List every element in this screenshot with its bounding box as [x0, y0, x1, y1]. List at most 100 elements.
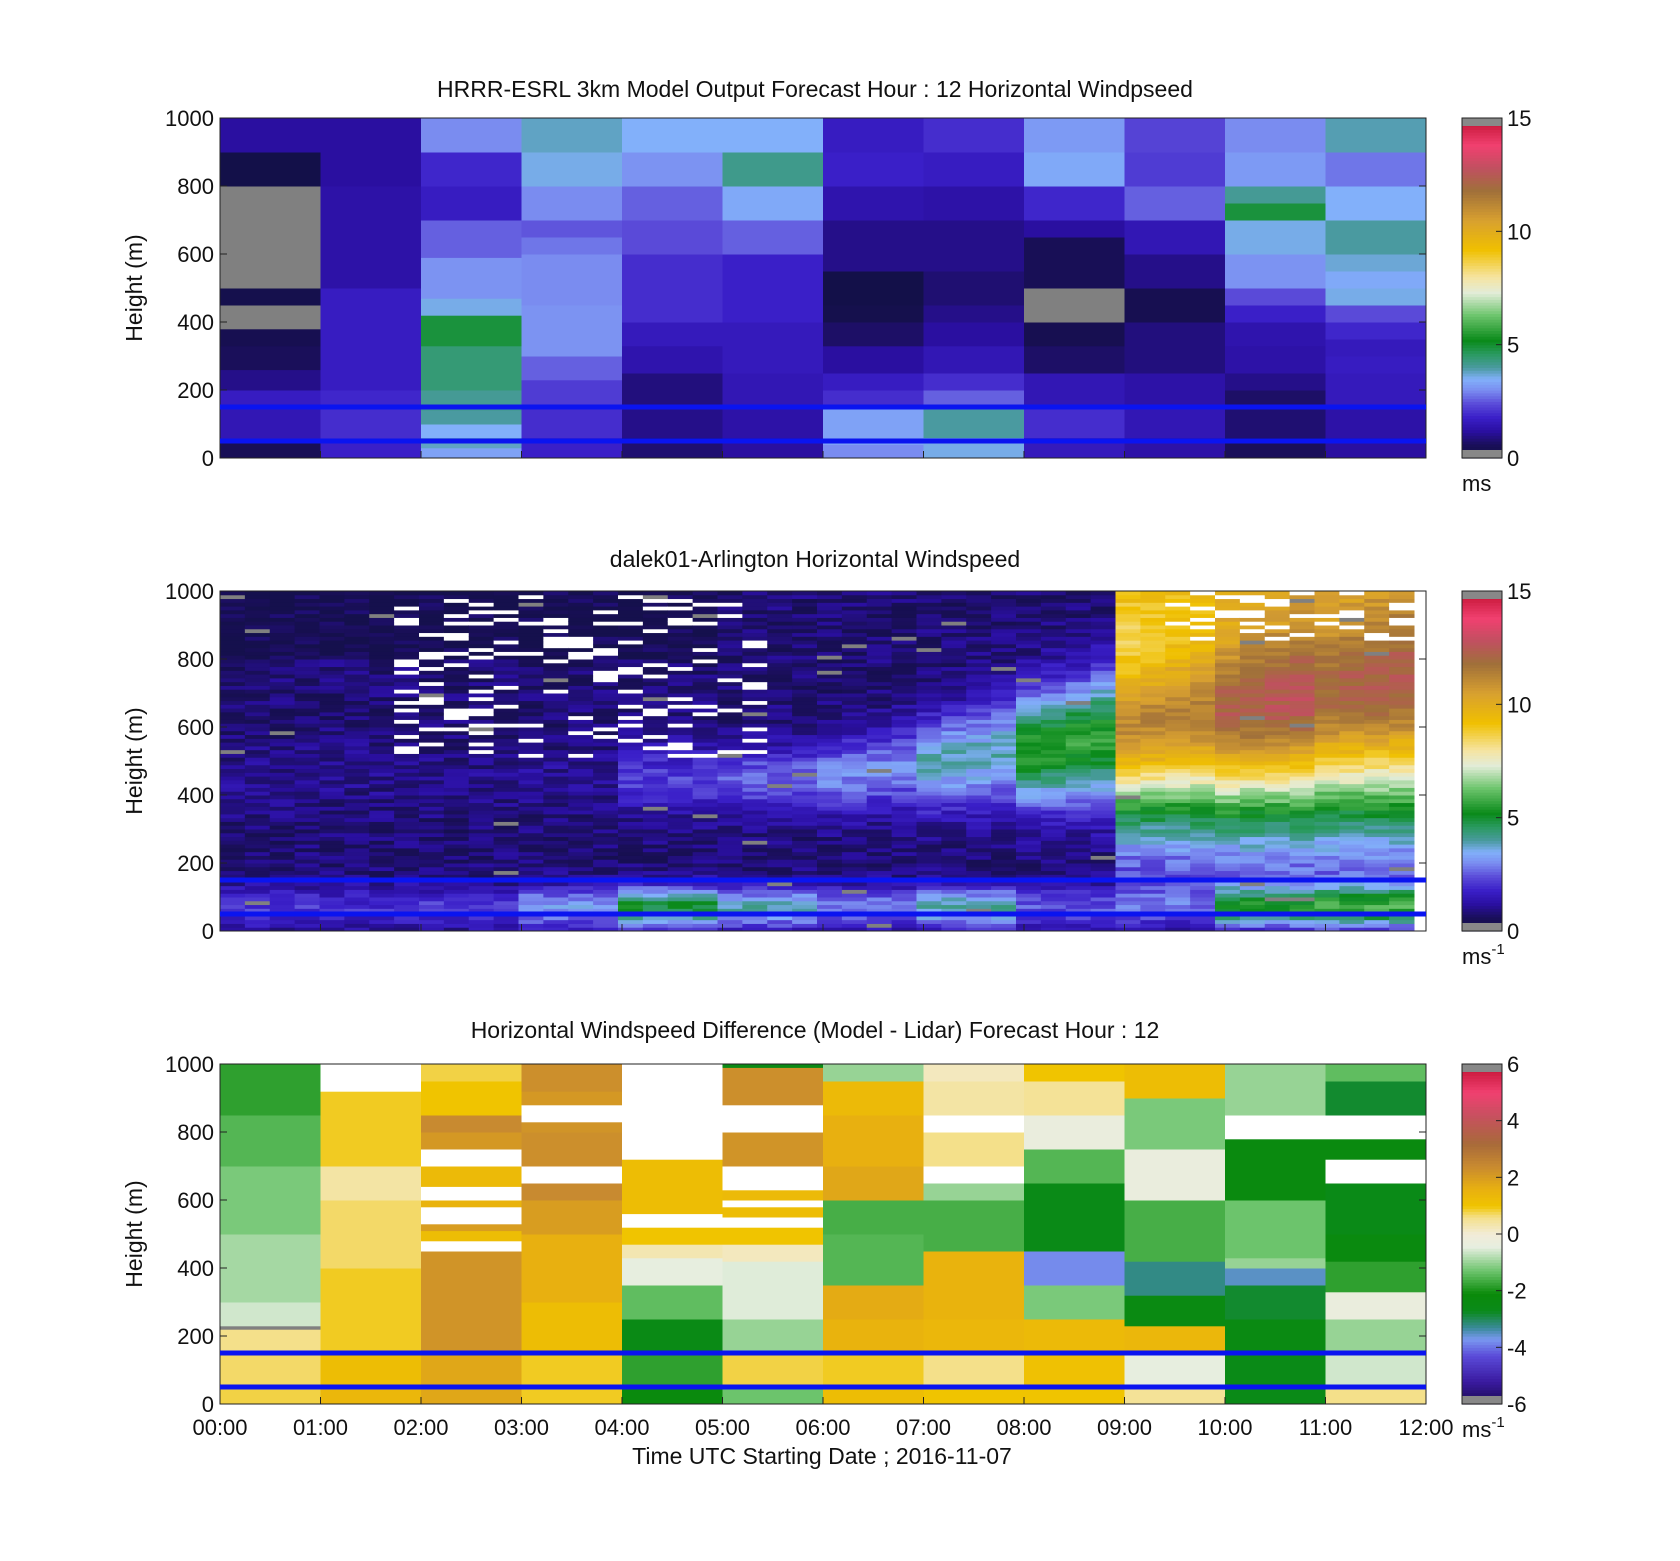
- heatmap-cell: [269, 606, 296, 611]
- heatmap-cell: [1239, 791, 1266, 796]
- heatmap-cell: [841, 885, 868, 890]
- heatmap-cell: [493, 832, 519, 838]
- heatmap-cell: [1339, 689, 1365, 694]
- heatmap-cell: [792, 832, 818, 838]
- heatmap-cell: [1090, 730, 1116, 736]
- heatmap-cell: [1115, 753, 1141, 758]
- heatmap-cell: [319, 757, 345, 762]
- heatmap-cell: [1289, 677, 1315, 683]
- heatmap-cell: [493, 923, 519, 928]
- heatmap-cell: [518, 745, 544, 751]
- heatmap-cell: [220, 889, 246, 894]
- heatmap-cell: [320, 390, 422, 408]
- heatmap-cell: [1239, 738, 1266, 743]
- heatmap-cell: [1140, 829, 1166, 834]
- heatmap-cell: [1040, 659, 1067, 664]
- heatmap-cell: [618, 900, 644, 906]
- heatmap-cell: [642, 715, 669, 720]
- heatmap-cell: [1389, 927, 1415, 932]
- heatmap-cell: [244, 632, 271, 637]
- heatmap-cell: [1325, 1183, 1427, 1235]
- heatmap-cell: [543, 730, 569, 736]
- heatmap-cell: [394, 832, 420, 838]
- heatmap-cell: [269, 783, 296, 788]
- heatmap-cell: [1339, 813, 1365, 819]
- heatmap-cell: [1239, 874, 1266, 879]
- colorbar-swatch: [1462, 605, 1502, 609]
- heatmap-cell: [742, 908, 768, 913]
- heatmap-cell: [1165, 659, 1191, 664]
- heatmap-cell: [1364, 783, 1390, 788]
- heatmap-cell: [1040, 791, 1067, 796]
- heatmap-cell: [618, 704, 644, 709]
- heatmap-cell: [468, 919, 495, 924]
- heatmap-cell: [991, 870, 1017, 875]
- heatmap-cell: [817, 662, 843, 668]
- heatmap-cell: [1239, 847, 1266, 853]
- heatmap-cell: [1339, 636, 1365, 641]
- heatmap-cell: [642, 813, 669, 819]
- heatmap-cell: [1389, 594, 1415, 600]
- heatmap-cell: [618, 594, 644, 600]
- heatmap-cell: [941, 776, 967, 781]
- heatmap-cell: [1065, 696, 1092, 702]
- heatmap-cell: [1339, 693, 1365, 698]
- heatmap-cell: [419, 602, 445, 607]
- heatmap-cell: [593, 655, 619, 660]
- heatmap-cell: [692, 908, 718, 913]
- heatmap-cell: [866, 881, 893, 887]
- heatmap-cell: [991, 609, 1017, 615]
- heatmap-cell: [294, 598, 320, 603]
- heatmap-cell: [1364, 908, 1390, 913]
- heatmap-cell: [1364, 640, 1390, 645]
- heatmap-cell: [841, 738, 868, 743]
- heatmap-cell: [543, 753, 569, 758]
- heatmap-cell: [767, 787, 793, 792]
- heatmap-cell: [1140, 681, 1166, 686]
- heatmap-cell: [667, 738, 694, 743]
- heatmap-cell: [419, 904, 445, 909]
- heatmap-cell: [742, 708, 768, 713]
- heatmap-cell: [742, 919, 768, 924]
- heatmap-cell: [269, 594, 296, 600]
- colorbar-swatch: [1462, 305, 1502, 309]
- heatmap-cell: [866, 870, 893, 875]
- heatmap-cell: [941, 727, 967, 732]
- heatmap-cell: [1065, 779, 1092, 785]
- heatmap-cell: [1190, 723, 1216, 728]
- heatmap-cell: [1115, 904, 1141, 909]
- heatmap-cell: [717, 753, 743, 758]
- heatmap-cell: [618, 647, 644, 652]
- heatmap-cell: [394, 787, 420, 792]
- colorbar-swatch: [1462, 891, 1502, 895]
- heatmap-cell: [493, 689, 519, 694]
- heatmap-cell: [220, 881, 246, 887]
- heatmap-cell: [1165, 772, 1191, 777]
- heatmap-cell: [419, 655, 445, 660]
- heatmap-cell: [1289, 628, 1315, 634]
- heatmap-cell: [642, 757, 669, 762]
- heatmap-cell: [1040, 923, 1067, 928]
- heatmap-cell: [319, 855, 345, 860]
- heatmap-cell: [294, 651, 320, 656]
- heatmap-cell: [394, 734, 420, 739]
- heatmap-cell: [1190, 776, 1216, 781]
- heatmap-cell: [1140, 632, 1166, 637]
- heatmap-cell: [1190, 863, 1216, 868]
- heatmap-cell: [841, 613, 868, 618]
- heatmap-cell: [891, 696, 917, 702]
- heatmap-cell: [767, 870, 793, 875]
- heatmap-cell: [618, 851, 644, 856]
- heatmap-cell: [941, 832, 967, 838]
- heatmap-cell: [1124, 152, 1226, 187]
- heatmap-cell: [916, 613, 942, 618]
- heatmap-cell: [991, 768, 1017, 773]
- heatmap-cell: [1339, 651, 1365, 656]
- heatmap-cell: [767, 923, 793, 928]
- heatmap-cell: [421, 447, 522, 459]
- heatmap-cell: [742, 704, 768, 709]
- heatmap-cell: [593, 681, 619, 686]
- heatmap-cell: [568, 704, 594, 709]
- heatmap-cell: [369, 893, 395, 898]
